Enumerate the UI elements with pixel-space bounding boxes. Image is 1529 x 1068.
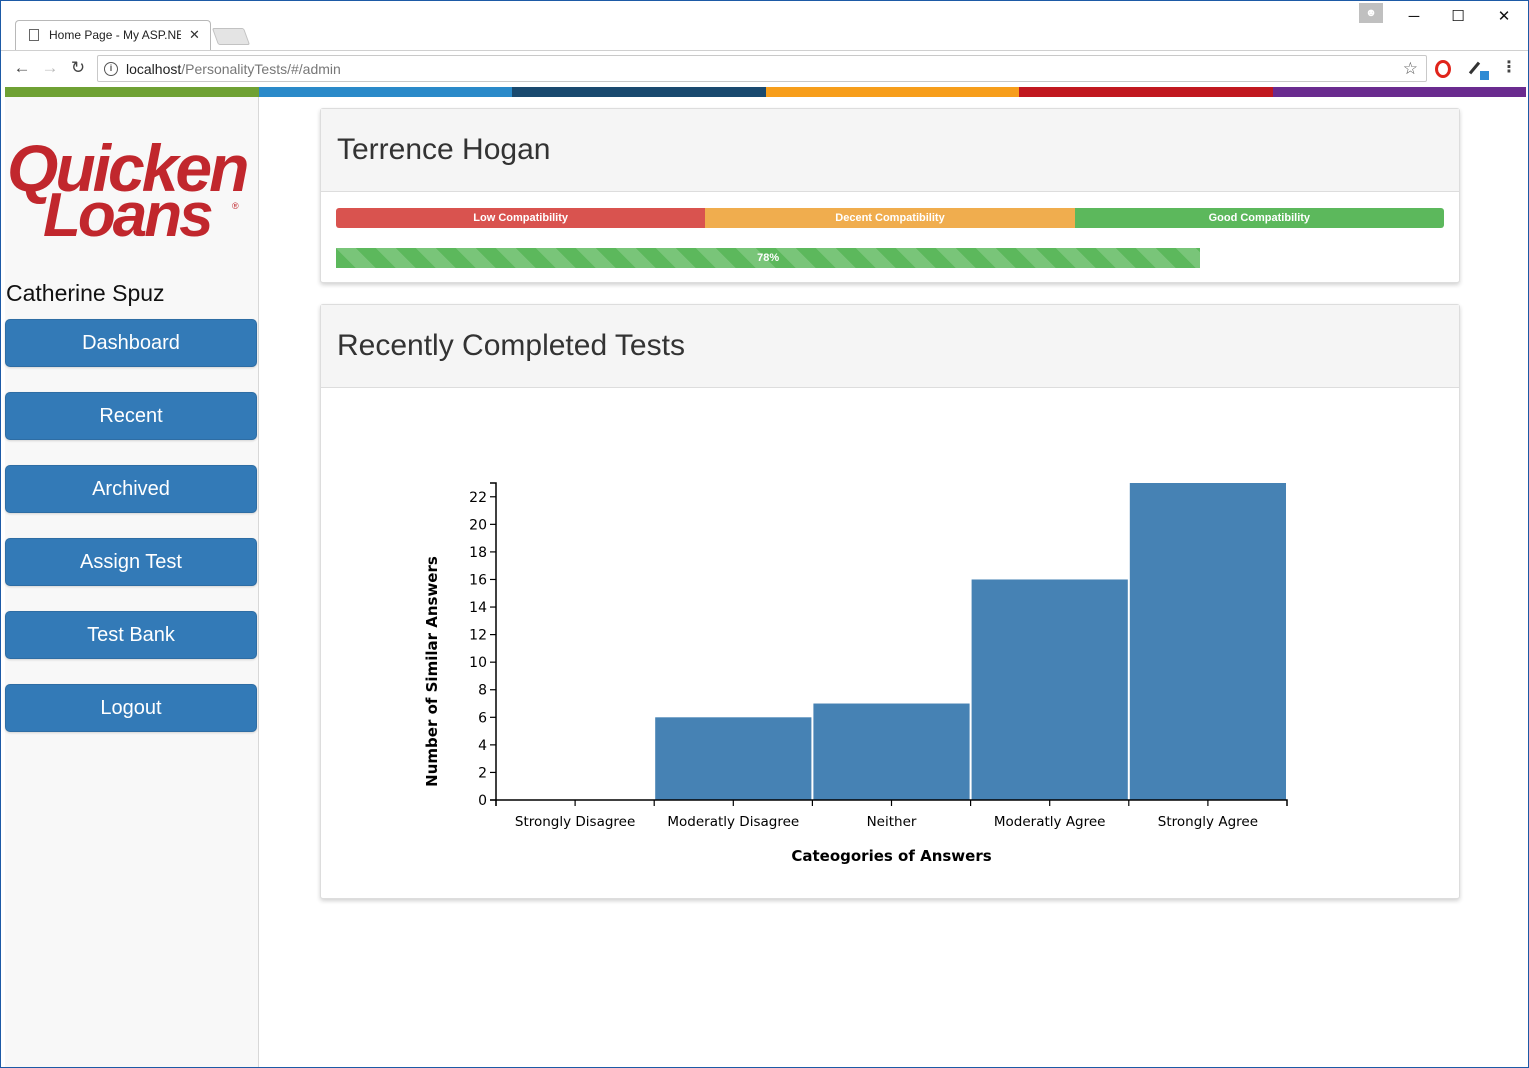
bookmark-star-icon[interactable]: ☆ (1402, 59, 1418, 78)
good-compatibility-segment: Good Compatibility (1074, 208, 1444, 228)
chart-bar (971, 579, 1128, 800)
address-bar[interactable]: i localhost/PersonalityTests/#/admin ☆ (97, 55, 1427, 82)
sidebar-item-logout[interactable]: Logout (5, 684, 257, 732)
y-tick-label: 6 (478, 710, 487, 726)
chart-bar (1129, 483, 1286, 800)
low-compatibility-segment: Low Compatibility (336, 208, 706, 228)
stripe-segment (5, 87, 259, 97)
recent-tests-panel: Recently Completed Tests 0 2 4 6 8 10 12 14 16 18… (320, 304, 1460, 899)
sidebar: Quicken Loans ® Catherine Spuz Dashboard… (5, 97, 259, 1067)
sidebar-item-dashboard[interactable]: Dashboard (5, 319, 257, 367)
tab-strip: Home Page - My ASP.NE ✕ ☻ ─ ☐ ✕ (1, 1, 1528, 50)
close-tab-icon[interactable]: ✕ (189, 27, 200, 42)
browser-menu-icon[interactable]: ⋮ (1501, 59, 1517, 76)
url-path: /PersonalityTests/#/admin (181, 60, 341, 77)
y-tick-label: 14 (469, 600, 487, 616)
compatibility-progress: 78% (336, 248, 1444, 268)
tab-title: Home Page - My ASP.NE (49, 28, 181, 42)
logo-registered-mark: ® (232, 201, 239, 211)
y-tick-label: 22 (469, 490, 487, 506)
extension-icon[interactable] (1468, 60, 1489, 80)
sidebar-item-assign-test[interactable]: Assign Test (5, 538, 257, 586)
page-icon (29, 29, 39, 41)
x-axis-title: Cateogories of Answers (791, 847, 991, 865)
x-tick-label: Neither (867, 814, 917, 830)
stripe-segment (1272, 87, 1526, 97)
new-tab-button[interactable] (211, 28, 251, 45)
panel-header: Recently Completed Tests (321, 305, 1459, 388)
logo-line-1: Quicken (7, 131, 249, 205)
sidebar-item-archived[interactable]: Archived (5, 465, 257, 513)
sidebar-item-recent[interactable]: Recent (5, 392, 257, 440)
chart-bar (655, 717, 812, 800)
answers-bar-chart: 0 2 4 6 8 10 12 14 16 18 20 22 Strongly Disagree Mode… (423, 482, 1288, 865)
close-window-button[interactable]: ✕ (1497, 8, 1511, 25)
minimize-button[interactable]: ─ (1408, 7, 1420, 25)
candidate-name: Terrence Hogan (337, 133, 551, 166)
browser-tab[interactable]: Home Page - My ASP.NE ✕ (17, 20, 207, 50)
reload-icon[interactable]: ↻ (70, 58, 86, 77)
y-tick-label: 16 (469, 572, 487, 588)
logo-line-2: Loans (43, 181, 214, 250)
opera-extension-icon[interactable] (1435, 60, 1451, 78)
y-tick-label: 20 (469, 517, 487, 533)
maximize-button[interactable]: ☐ (1451, 8, 1465, 25)
decent-compatibility-segment: Decent Compatibility (705, 208, 1075, 228)
y-axis-line (490, 482, 497, 801)
chart-bar (813, 703, 970, 800)
stripe-segment (1019, 87, 1273, 97)
y-tick-label: 0 (478, 793, 487, 809)
compatibility-progress-bar: 78% (336, 248, 1201, 268)
y-tick-label: 4 (478, 738, 487, 754)
recent-tests-title: Recently Completed Tests (337, 329, 685, 362)
x-tick-label: Strongly Disagree (515, 814, 635, 830)
x-tick-label: Moderatly Agree (994, 814, 1106, 830)
y-tick-label: 2 (478, 765, 487, 781)
y-axis-title: Number of Similar Answers (423, 556, 441, 787)
x-tick-label: Moderatly Disagree (667, 814, 799, 830)
info-icon[interactable]: i (104, 61, 118, 76)
back-arrow-icon[interactable]: ← (13, 58, 31, 77)
url-host: localhost (126, 60, 182, 77)
profile-icon[interactable]: ☻ (1359, 3, 1383, 23)
y-tick-label: 12 (469, 628, 487, 644)
compatibility-scale: Low Compatibility Decent Compatibility G… (336, 208, 1444, 228)
forward-arrow-icon[interactable]: → (41, 58, 59, 77)
stripe-segment (765, 87, 1019, 97)
y-tick-label: 18 (469, 545, 487, 561)
y-tick-label: 10 (469, 655, 487, 671)
profile-panel: Terrence Hogan Low Compatibility Decent … (320, 108, 1460, 283)
x-tick-label: Strongly Agree (1158, 814, 1258, 830)
quicken-loans-logo: Quicken Loans ® (7, 135, 259, 247)
stripe-segment (258, 87, 512, 97)
navigation-bar: ← → ↻ i localhost/PersonalityTests/#/adm… (1, 50, 1528, 86)
panel-header: Terrence Hogan (321, 109, 1459, 192)
sidebar-item-test-bank[interactable]: Test Bank (5, 611, 257, 659)
stripe-segment (512, 87, 766, 97)
y-tick-label: 8 (478, 683, 487, 699)
brand-color-stripe (5, 87, 1526, 97)
user-name: Catherine Spuz (6, 280, 165, 306)
